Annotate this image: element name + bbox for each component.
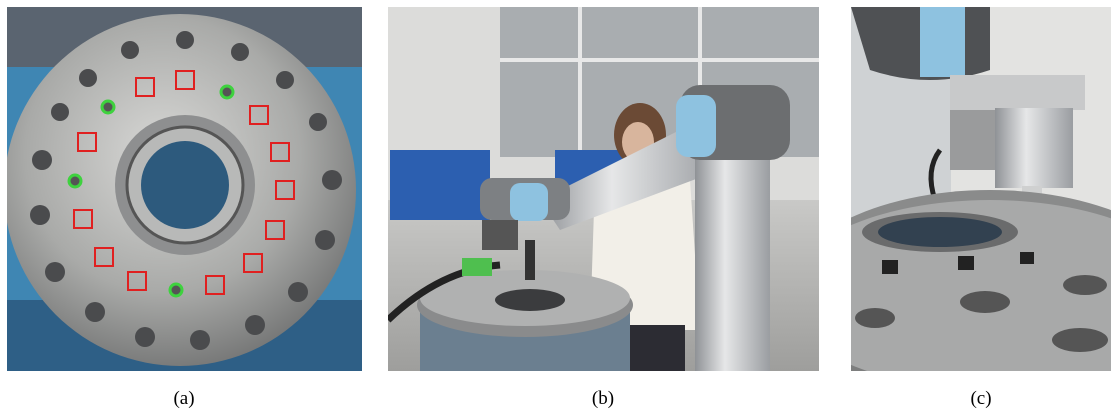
figure: (a) (b) (c) bbox=[0, 0, 1118, 413]
caption: (b) bbox=[592, 388, 614, 409]
photo-c bbox=[780, 7, 1118, 410]
photo-a bbox=[4, 7, 362, 371]
page: (a) (b) (c) (() => { const data = JSON.p… bbox=[0, 0, 1118, 413]
caption: (c) bbox=[970, 388, 991, 409]
caption: (a) bbox=[173, 388, 194, 409]
photo-b bbox=[388, 7, 819, 371]
